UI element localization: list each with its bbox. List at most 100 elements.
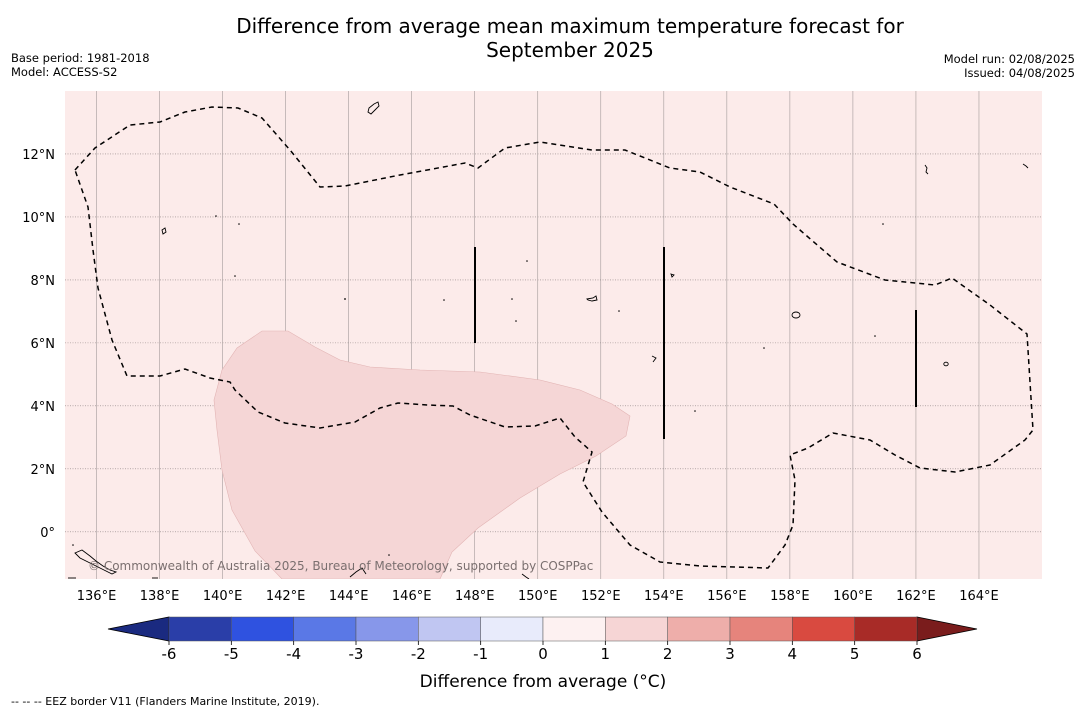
map-title-line2: September 2025 (486, 38, 654, 62)
colorbar-swatch (231, 616, 294, 642)
lat-tick-label: 2°N (31, 463, 56, 478)
colorbar-swatch (729, 616, 793, 642)
island (161, 227, 167, 235)
colorbar-swatch (542, 616, 606, 642)
island (670, 273, 675, 278)
colorbar-swatch (355, 616, 419, 642)
colorbar-swatch (293, 616, 357, 642)
atoll (238, 223, 240, 225)
longitude-labels: 136°E 138°E 140°E 142°E 144°E 146°E 148°E 150°E… (77, 589, 999, 604)
island (367, 101, 380, 115)
colorbar-tick-label: 2 (663, 645, 673, 663)
island (651, 355, 657, 363)
lat-tick-label: 8°N (31, 274, 56, 289)
lon-tick-label: 160°E (833, 589, 873, 604)
latitude-labels: 0° 2°N 4°N 6°N 8°N 10°N 12°N (22, 148, 55, 541)
map-title-line1: Difference from average mean maximum tem… (236, 14, 904, 38)
meta-right: Model run: 02/08/2025 Issued: 04/08/2025 (944, 52, 1075, 80)
lon-tick-label: 148°E (455, 589, 495, 604)
colorbar-tick-label: -3 (349, 645, 364, 663)
lon-tick-label: 156°E (707, 589, 747, 604)
island (943, 361, 949, 367)
atoll (618, 310, 620, 312)
island (924, 164, 929, 175)
lon-tick-label: 140°E (203, 589, 243, 604)
lon-tick-label: 150°E (518, 589, 558, 604)
colorbar-ticks: -6 -5 -4 -3 -2 -1 0 1 2 3 4 5 6 (162, 641, 922, 663)
island (1022, 163, 1029, 169)
colorbar-tick-label: -5 (224, 645, 239, 663)
atoll (443, 299, 445, 301)
meta-left: Base period: 1981-2018 Model: ACCESS-S2 (11, 51, 150, 79)
island (74, 549, 118, 575)
lon-tick-label: 138°E (140, 589, 180, 604)
colorbar-tick-label: 6 (912, 645, 922, 663)
lon-tick-label: 142°E (266, 589, 306, 604)
colorbar-swatches (168, 616, 918, 642)
model-name: Model: ACCESS-S2 (11, 65, 118, 79)
colorbar-tick-label: 5 (850, 645, 860, 663)
atoll (234, 275, 236, 277)
lat-tick-label: 12°N (22, 148, 55, 163)
colorbar: -6 -5 -4 -3 -2 -1 0 1 2 3 4 5 6 (107, 616, 978, 663)
lat-tick-label: 10°N (22, 211, 55, 226)
eez-footnote: -- -- -- EEZ border V11 (Flanders Marine… (11, 695, 320, 708)
atoll (215, 215, 217, 217)
colorbar-swatch (418, 616, 481, 642)
atoll (882, 223, 884, 225)
lon-tick-label: 164°E (959, 589, 999, 604)
colorbar-tick-label: 1 (601, 645, 611, 663)
atoll (526, 260, 528, 262)
islands (68, 101, 1029, 579)
colorbar-tick-label: -1 (473, 645, 488, 663)
atoll (388, 554, 390, 556)
colorbar-swatch (792, 616, 855, 642)
colorbar-tick-label: -6 (162, 645, 177, 663)
model-run: Model run: 02/08/2025 (943, 52, 1075, 66)
lon-tick-label: 154°E (644, 589, 684, 604)
colorbar-tick-label: 3 (725, 645, 735, 663)
atoll (763, 347, 765, 349)
atolls (72, 215, 884, 567)
issued-date: Issued: 04/08/2025 (964, 66, 1075, 80)
island (586, 295, 598, 302)
atoll (515, 320, 517, 322)
eez-border (74, 106, 1034, 569)
base-period: Base period: 1981-2018 (11, 51, 150, 65)
colorbar-swatch (605, 616, 668, 642)
map-title: Difference from average mean maximum tem… (170, 14, 970, 62)
atoll (344, 298, 346, 300)
atoll (72, 544, 74, 546)
lon-tick-label: 136°E (77, 589, 117, 604)
colorbar-tick-label: -4 (286, 645, 301, 663)
colorbar-tick-label: 0 (538, 645, 548, 663)
colorbar-tick-label: 4 (788, 645, 798, 663)
lon-tick-label: 162°E (896, 589, 936, 604)
colorbar-swatch (667, 616, 731, 642)
island (791, 311, 801, 319)
colorbar-swatch (854, 616, 918, 642)
colorbar-swatch (480, 616, 544, 642)
colorbar-label: Difference from average (°C) (420, 672, 667, 692)
colorbar-high-extension (916, 616, 978, 642)
lat-tick-label: 6°N (31, 337, 56, 352)
anomaly-region (213, 330, 631, 579)
lon-tick-label: 152°E (581, 589, 621, 604)
colorbar-low-extension (107, 616, 170, 642)
colorbar-tick-label: -2 (411, 645, 426, 663)
copyright-notice: © Commonwealth of Australia 2025, Bureau… (88, 559, 593, 573)
lon-tick-label: 144°E (329, 589, 369, 604)
atoll (397, 565, 399, 567)
atoll (511, 298, 513, 300)
lat-tick-label: 0° (40, 526, 55, 541)
island (349, 567, 367, 578)
lon-tick-label: 146°E (392, 589, 432, 604)
atoll (874, 335, 876, 337)
lon-tick-label: 158°E (770, 589, 810, 604)
map-background (65, 91, 1042, 579)
lat-tick-label: 4°N (31, 400, 56, 415)
island (521, 573, 530, 579)
colorbar-swatch (168, 616, 232, 642)
atoll (694, 410, 696, 412)
